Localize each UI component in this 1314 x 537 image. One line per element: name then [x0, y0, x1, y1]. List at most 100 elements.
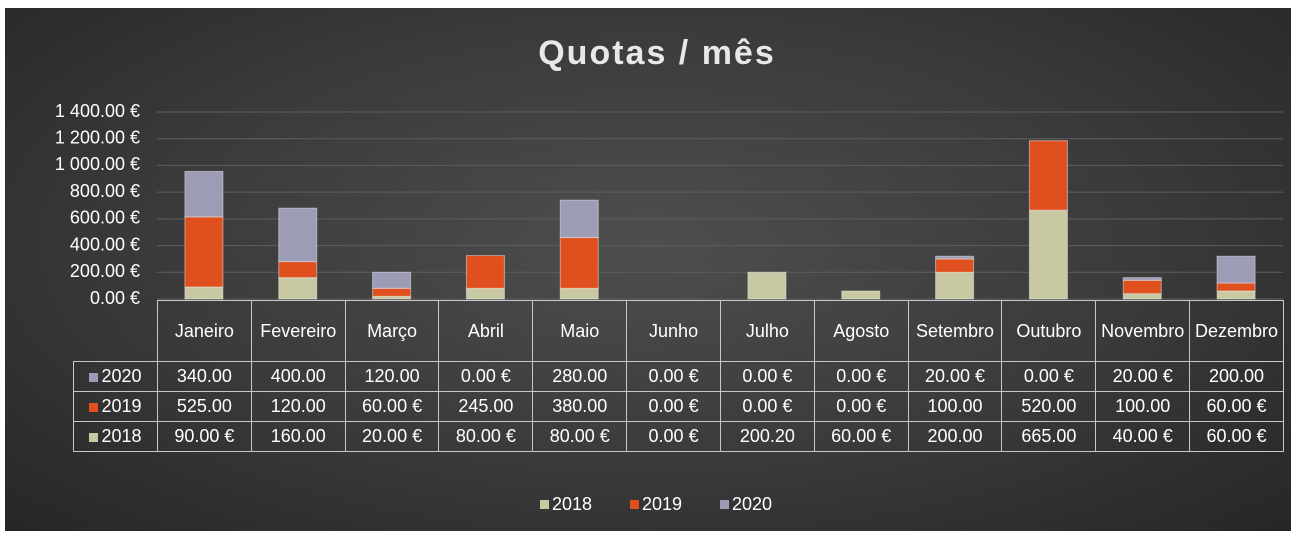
bar-segment — [935, 255, 975, 260]
category-label: Novembro — [1095, 300, 1191, 362]
table-value: 60.00 € — [813, 421, 909, 452]
table-value: 665.00 — [1001, 421, 1097, 452]
category-label: Junho — [626, 300, 721, 362]
y-tick-label: 400.00 € — [70, 234, 140, 254]
bar-segment — [184, 216, 224, 288]
bar-segment — [559, 287, 599, 300]
table-value: 0.00 € — [626, 361, 721, 392]
table-value: 160.00 — [250, 421, 346, 452]
table-value: 80.00 € — [438, 421, 534, 452]
table-value: 20.00 € — [1095, 361, 1191, 392]
table-value: 0.00 € — [813, 361, 909, 392]
bar-segment — [465, 287, 505, 300]
y-tick-label: 1 400.00 € — [55, 101, 140, 121]
table-value: 0.00 € — [438, 361, 534, 392]
category-label: Agosto — [813, 300, 909, 362]
series-name: 2020 — [101, 366, 142, 386]
bar-segment — [935, 258, 975, 273]
y-tick-label: 200.00 € — [70, 261, 140, 281]
category-label: Abril — [438, 300, 534, 362]
bar-segment — [1122, 277, 1162, 281]
table-header-row: Janeiro Fevereiro Março Abril Maio Junho Julho… — [73, 300, 1284, 362]
bar-segment — [747, 271, 787, 300]
table-value: 60.00 € — [344, 391, 440, 422]
legend-key — [540, 500, 549, 509]
bar-segment — [1122, 293, 1162, 300]
table-row: 2019 525.00 120.00 60.00 €245.00 380.00 0.00 … — [73, 391, 1284, 422]
table-value: 280.00 — [532, 361, 628, 392]
legend-label: 2018 — [552, 494, 592, 514]
bar-segment — [841, 290, 881, 300]
legend-key — [89, 403, 99, 412]
bar-segment — [465, 255, 505, 289]
table-value: 0.00 € — [1001, 361, 1097, 392]
data-table: Janeiro Fevereiro Março Abril Maio Junho Julho… — [73, 300, 1284, 452]
bar-segment — [184, 170, 224, 218]
bar-segment — [559, 237, 599, 289]
table-value: 80.00 € — [532, 421, 628, 452]
table-value: 40.00 € — [1095, 421, 1191, 452]
bar-segment — [278, 261, 318, 279]
category-label: Maio — [532, 300, 628, 362]
table-value: 340.00 — [157, 361, 252, 392]
bar-segment — [372, 271, 412, 289]
table-value: 0.00 € — [626, 421, 721, 452]
chart-title: Quotas / mês — [538, 34, 776, 72]
table-value: 380.00 — [532, 391, 628, 422]
category-label: Setembro — [907, 300, 1003, 362]
legend-key — [630, 500, 639, 509]
table-value: 20.00 € — [344, 421, 440, 452]
table-value: 520.00 — [1001, 391, 1097, 422]
table-corner — [73, 300, 158, 362]
series-label: 2020 — [73, 361, 158, 392]
table-value: 525.00 — [157, 391, 252, 422]
table-row: 2020 340.00 400.00 120.00 0.00 €280.00 0.00 €… — [73, 361, 1284, 392]
category-label: Janeiro — [157, 300, 252, 362]
bar-segment — [1216, 290, 1256, 300]
y-tick-label: 1 200.00 € — [55, 127, 140, 147]
y-tick-label: 1 000.00 € — [55, 154, 140, 174]
y-tick-label: 800.00 € — [70, 181, 140, 201]
bar-segment — [278, 207, 318, 263]
legend-key — [89, 373, 99, 382]
table-value: 100.00 — [907, 391, 1003, 422]
category-label: Março — [344, 300, 440, 362]
series-name: 2019 — [101, 396, 142, 416]
table-value: 0.00 € — [626, 391, 721, 422]
table-value: 200.20 — [719, 421, 815, 452]
series-label: 2019 — [73, 391, 158, 422]
table-value: 0.00 € — [813, 391, 909, 422]
bar-segment — [1028, 140, 1068, 211]
table-value: 60.00 € — [1189, 421, 1284, 452]
table-value: 90.00 € — [157, 421, 252, 452]
y-tick-label: 600.00 € — [70, 208, 140, 228]
bar-segment — [935, 271, 975, 300]
bar-segment — [278, 277, 318, 300]
bar-segment — [1122, 279, 1162, 295]
series-label: 2018 — [73, 421, 158, 452]
table-row: 2018 90.00 €160.00 20.00 €80.00 €80.00 €0.… — [73, 421, 1284, 452]
table-value: 245.00 — [438, 391, 534, 422]
bar-segment — [372, 287, 412, 297]
bar-segment — [559, 199, 599, 239]
table-value: 400.00 — [250, 361, 346, 392]
bar-segment — [184, 286, 224, 300]
table-value: 200.00 — [1189, 361, 1284, 392]
table-value: 120.00 — [344, 361, 440, 392]
category-label: Outubro — [1001, 300, 1097, 362]
category-label: Dezembro — [1189, 300, 1284, 362]
legend-label: 2019 — [642, 494, 682, 514]
legend-key — [720, 500, 729, 509]
table-value: 60.00 € — [1189, 391, 1284, 422]
bar-segment — [1216, 255, 1256, 284]
category-label: Fevereiro — [250, 300, 346, 362]
table-value: 100.00 — [1095, 391, 1191, 422]
legend-label: 2020 — [732, 494, 772, 514]
table-value: 0.00 € — [719, 391, 815, 422]
category-label: Julho — [719, 300, 815, 362]
legend-key — [89, 433, 99, 442]
table-value: 0.00 € — [719, 361, 815, 392]
series-name: 2018 — [101, 426, 142, 446]
